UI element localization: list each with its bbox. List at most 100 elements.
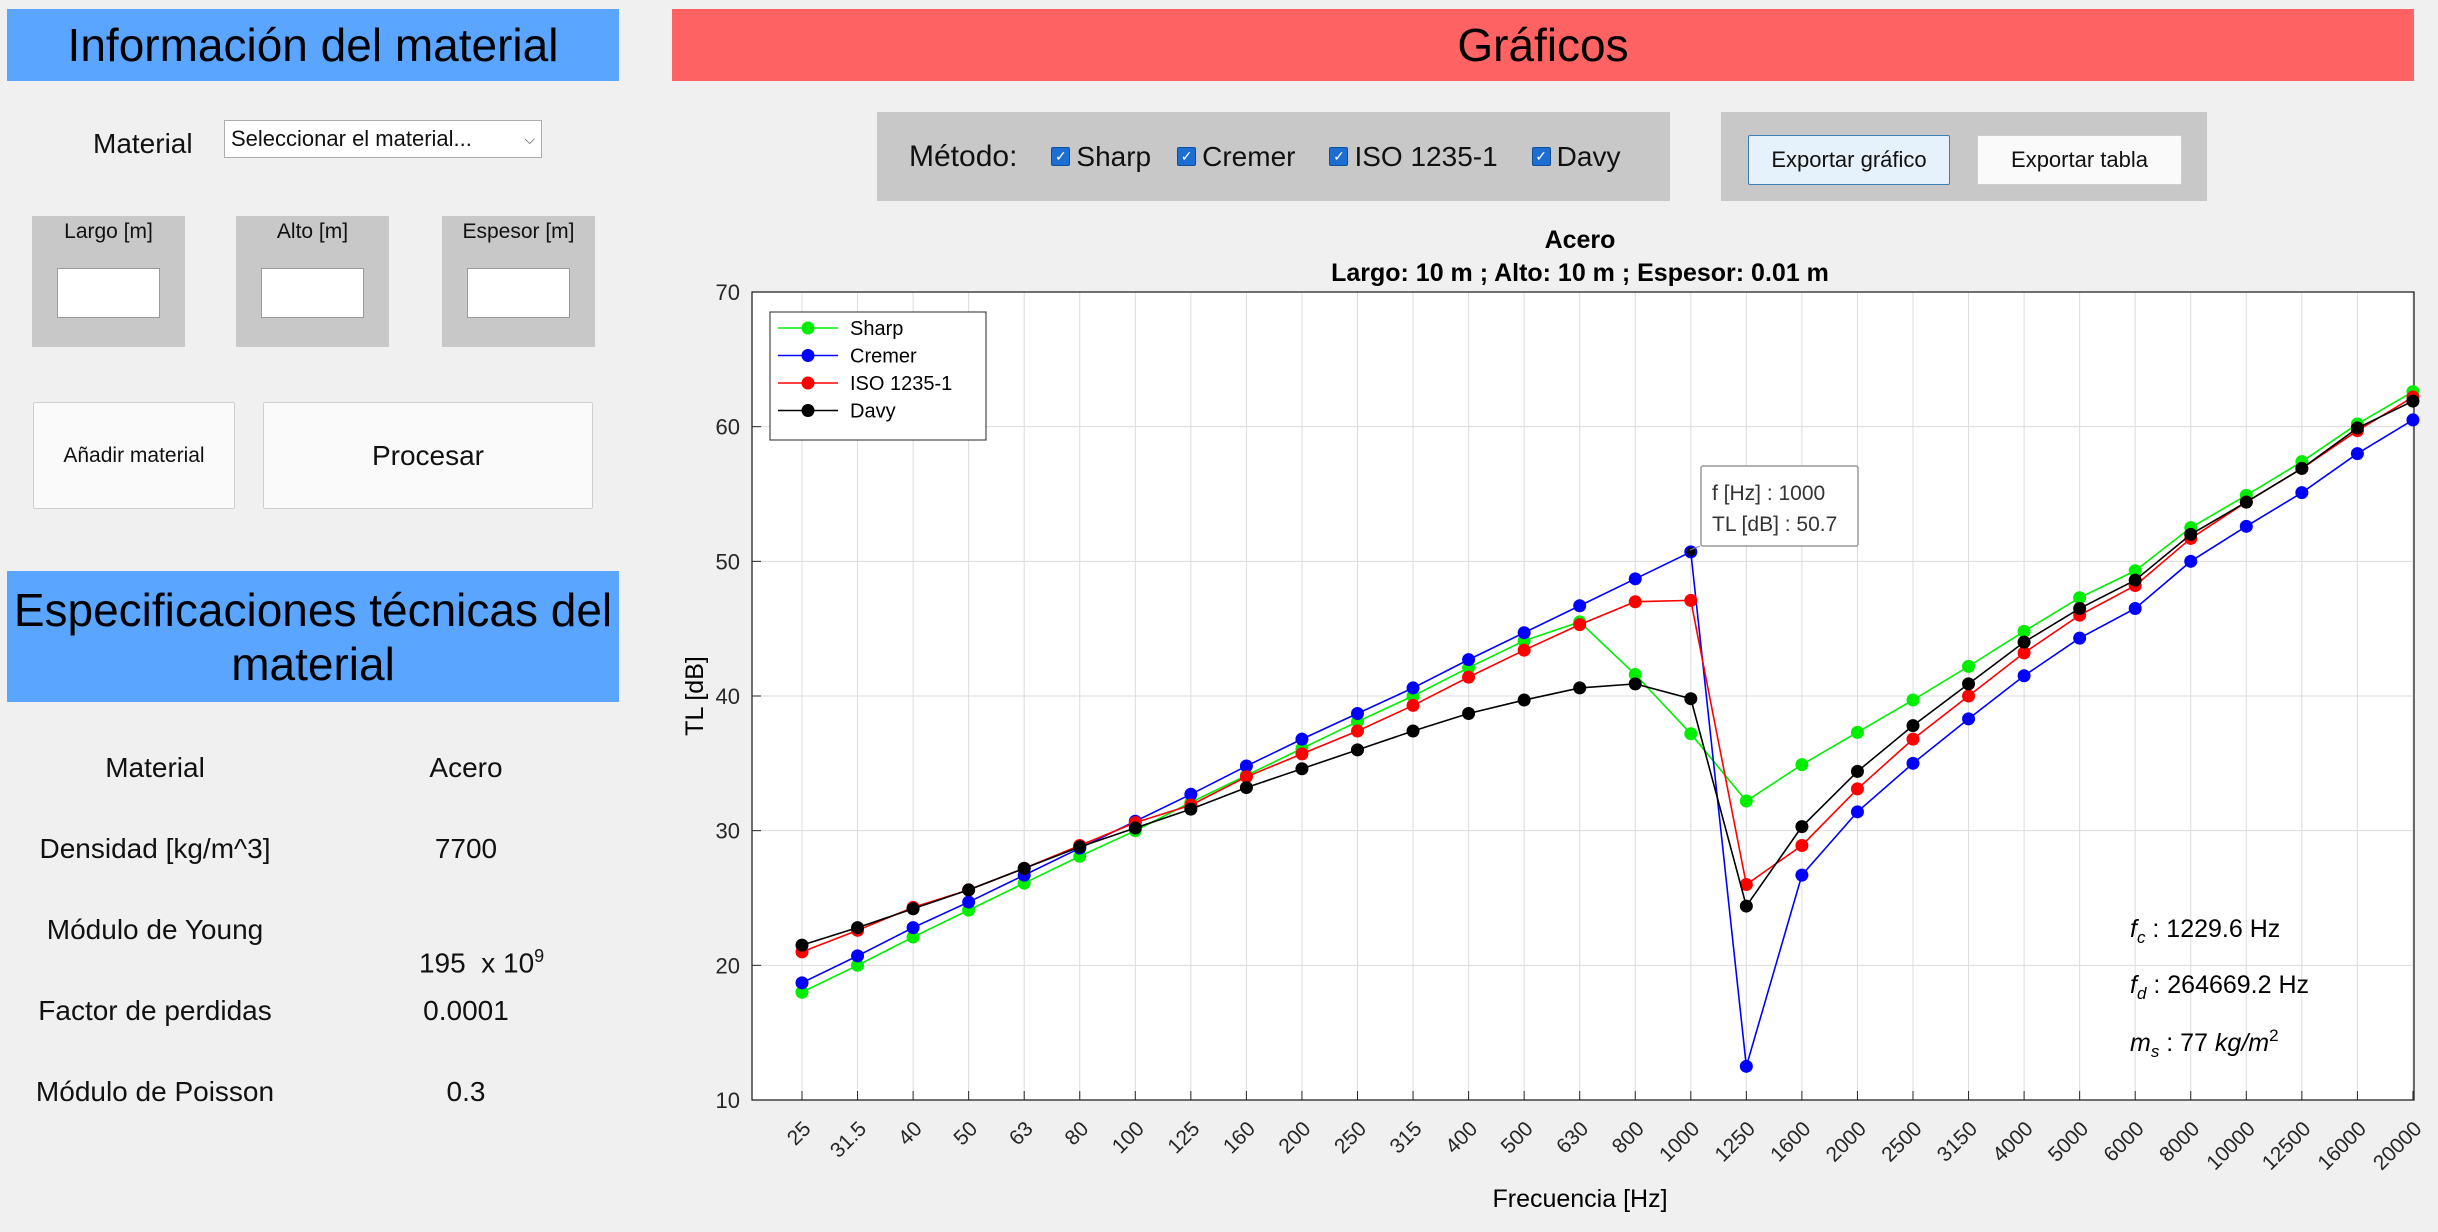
largo-group: Largo [m]	[32, 216, 185, 347]
data-point	[2350, 447, 2364, 461]
material-info-header: Información del material	[7, 9, 619, 81]
series-line-1	[801, 419, 2414, 1067]
data-point	[2406, 394, 2420, 408]
data-point	[1573, 618, 1587, 632]
alto-input[interactable]	[261, 268, 364, 318]
specs-header: Especificaciones técnicas del material	[7, 571, 619, 702]
largo-label: Largo [m]	[64, 220, 153, 243]
espesor-label: Espesor [m]	[462, 220, 575, 243]
data-point	[1462, 670, 1476, 684]
data-point	[1739, 899, 1753, 913]
series-layer	[795, 385, 2420, 1073]
legend-label: ISO 1235-1	[850, 373, 952, 395]
data-point	[1906, 719, 1920, 733]
espesor-input[interactable]	[467, 268, 570, 318]
add-material-button[interactable]: Añadir material	[33, 402, 235, 509]
data-point	[962, 895, 976, 909]
spec-label-poisson: Módulo de Poisson	[35, 1076, 275, 1107]
data-point	[795, 985, 809, 999]
method-label: Método:	[909, 139, 1018, 173]
data-point	[1628, 667, 1642, 681]
datatip-box	[1700, 465, 1859, 547]
data-point	[2295, 486, 2309, 500]
data-point	[1739, 794, 1753, 808]
data-point	[1962, 712, 1976, 726]
alto-label: Alto [m]	[276, 220, 349, 243]
spec-label-material: Material	[105, 752, 205, 783]
data-point	[2239, 495, 2253, 509]
method-cremer-label: Cremer	[1202, 140, 1296, 172]
data-point	[2128, 601, 2142, 615]
data-point	[2184, 554, 2198, 568]
method-sharp-label: Sharp	[1076, 140, 1152, 172]
y-tick-label: 10	[716, 1088, 740, 1113]
y-axis-label: TL [dB]	[681, 656, 709, 736]
method-cremer-checkbox[interactable]: ✓ Cremer	[1177, 141, 1295, 173]
data-point	[906, 902, 920, 916]
data-point	[2184, 527, 2198, 541]
legend-marker	[801, 404, 815, 417]
data-point	[1962, 689, 1976, 703]
data-point	[1628, 677, 1642, 691]
material-select-value: Seleccionar el material...	[231, 126, 472, 151]
method-iso-checkbox[interactable]: ✓ ISO 1235-1	[1329, 141, 1498, 173]
x-axis-label: Frecuencia [Hz]	[1492, 1185, 1667, 1213]
spec-value-density: 7700	[434, 833, 498, 864]
espesor-group: Espesor [m]	[442, 216, 595, 347]
data-point	[1795, 868, 1809, 882]
data-point	[1906, 756, 1920, 770]
datatip[interactable]: f [Hz] : 1000 TL [dB] : 50.7	[1689, 465, 1859, 551]
young-exponent: 9	[534, 946, 545, 966]
data-point	[1406, 681, 1420, 695]
data-point	[1017, 861, 1031, 875]
material-select[interactable]: Seleccionar el material... ⌵	[224, 120, 542, 158]
data-point	[1850, 782, 1864, 796]
data-point	[1628, 595, 1642, 609]
chart-title: Acero	[1545, 226, 1616, 254]
data-point	[1295, 747, 1309, 761]
graphs-header: Gráficos	[672, 9, 2414, 81]
legend-label: Davy	[850, 401, 896, 423]
legend-marker	[801, 376, 815, 390]
export-table-button[interactable]: Exportar tabla	[1977, 135, 2182, 185]
data-point	[1517, 626, 1531, 640]
method-sharp-checkbox[interactable]: ✓ Sharp	[1051, 141, 1151, 173]
data-point	[851, 921, 865, 935]
method-davy-label: Davy	[1556, 140, 1621, 172]
legend[interactable]: Sharp Cremer ISO 1235-1 Davy	[769, 311, 987, 441]
spec-label-loss: Factor de perdidas	[38, 995, 272, 1026]
legend-label: Sharp	[850, 318, 903, 340]
data-point	[851, 958, 865, 972]
legend-marker	[801, 349, 815, 362]
data-point	[1295, 732, 1309, 746]
data-point	[2073, 601, 2087, 615]
svg-text:ms : 77 kg/m2: ms : 77 kg/m2	[2130, 1026, 2279, 1061]
data-point	[906, 921, 920, 935]
svg-text:fc : 1229.6 Hz: fc : 1229.6 Hz	[2130, 915, 2280, 947]
export-graph-button[interactable]: Exportar gráfico	[1748, 135, 1950, 185]
data-point	[906, 930, 920, 944]
data-point	[1517, 693, 1531, 707]
data-point	[1462, 707, 1476, 721]
data-point	[1906, 693, 1920, 707]
data-point	[1573, 681, 1587, 695]
data-point	[1406, 724, 1420, 738]
data-point	[2128, 564, 2142, 578]
method-davy-checkbox[interactable]: ✓ Davy	[1531, 140, 1621, 173]
y-tick-label: 50	[716, 549, 740, 574]
data-point	[962, 883, 976, 897]
datatip-tl: TL [dB] : 50.7	[1712, 513, 1837, 536]
y-tick-label: 70	[716, 280, 740, 305]
data-point	[1573, 599, 1587, 613]
data-point	[1684, 692, 1698, 706]
data-point	[1684, 593, 1698, 607]
data-point	[1795, 838, 1809, 852]
data-point	[1351, 724, 1364, 738]
largo-input[interactable]	[57, 268, 160, 318]
series-line-0	[801, 390, 2414, 993]
data-point	[1850, 764, 1864, 778]
process-button[interactable]: Procesar	[263, 402, 593, 509]
data-point	[2073, 591, 2087, 605]
spec-value-loss: 0.0001	[423, 995, 509, 1026]
